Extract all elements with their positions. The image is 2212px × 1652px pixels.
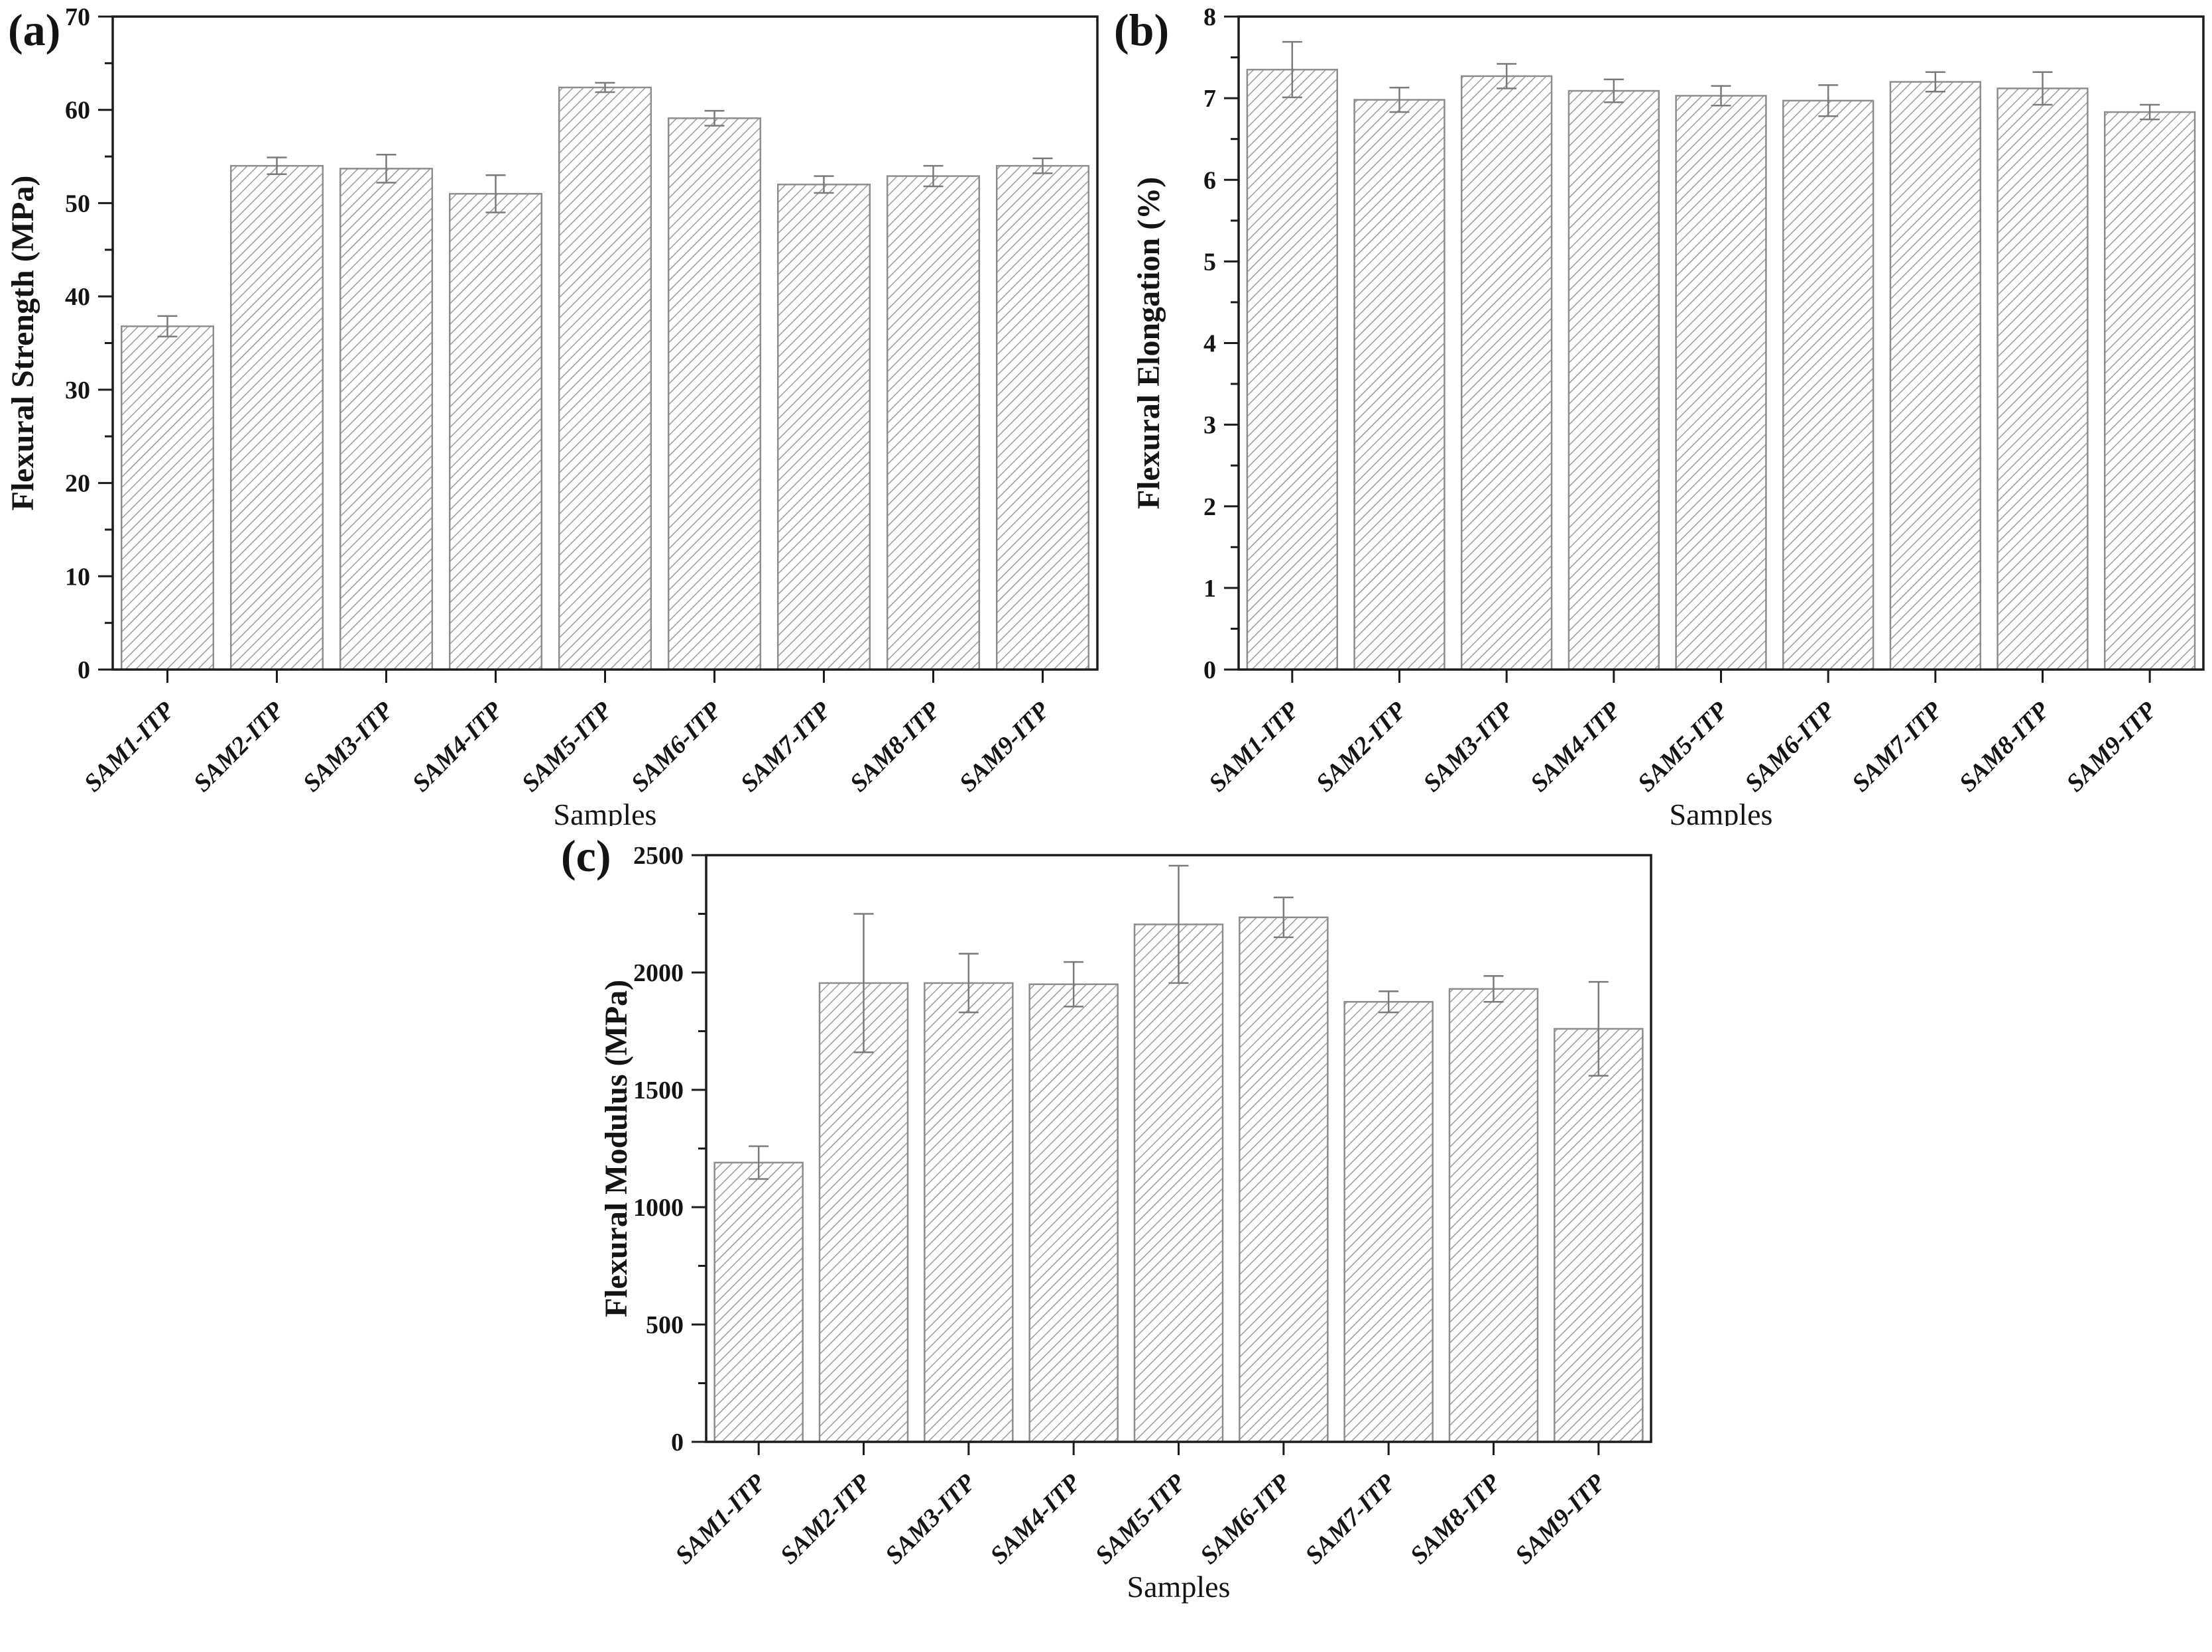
panel-a-label: (a): [8, 5, 61, 55]
svg-text:SAM4-ITP: SAM4-ITP: [985, 1468, 1086, 1570]
svg-text:SAM3-ITP: SAM3-ITP: [298, 696, 399, 797]
svg-text:Samples: Samples: [1670, 797, 1773, 826]
svg-text:SAM6-ITP: SAM6-ITP: [1739, 696, 1841, 797]
svg-text:SAM4-ITP: SAM4-ITP: [1525, 696, 1627, 797]
svg-text:SAM3-ITP: SAM3-ITP: [880, 1468, 981, 1570]
svg-text:2000: 2000: [633, 959, 684, 987]
svg-text:1000: 1000: [633, 1194, 684, 1222]
svg-text:Flexural Elongation (%): Flexural Elongation (%): [1131, 177, 1166, 509]
svg-text:60: 60: [65, 97, 90, 125]
panel-a-chart: SAM1-ITP SAM2-ITP SAM3-ITP SAM4-ITP SAM5-ITP…: [5, 3, 1099, 826]
svg-text:1: 1: [1203, 575, 1216, 603]
svg-text:0: 0: [1203, 656, 1216, 684]
panel-c-label: (c): [561, 831, 611, 881]
svg-text:SAM2-ITP: SAM2-ITP: [1311, 696, 1412, 797]
panel-c: SAM1-ITP SAM2-ITP SAM3-ITP SAM4-ITP SAM5-ITP…: [553, 826, 1659, 1652]
panel-b: SAM1-ITP SAM2-ITP SAM3-ITP SAM4-ITP SAM5-ITP…: [1106, 0, 2212, 826]
svg-text:Samples: Samples: [554, 797, 657, 826]
svg-text:SAM6-ITP: SAM6-ITP: [1195, 1468, 1296, 1570]
svg-text:2500: 2500: [633, 842, 684, 870]
svg-text:SAM7-ITP: SAM7-ITP: [1847, 696, 1948, 797]
panel-a: SAM1-ITP SAM2-ITP SAM3-ITP SAM4-ITP SAM5-ITP…: [0, 0, 1106, 826]
svg-text:SAM5-ITP: SAM5-ITP: [1090, 1468, 1192, 1570]
svg-text:4: 4: [1203, 330, 1216, 358]
svg-text:7: 7: [1203, 85, 1216, 113]
svg-text:2: 2: [1203, 493, 1216, 521]
svg-text:0: 0: [78, 656, 90, 684]
svg-text:Flexural Strength (MPa): Flexural Strength (MPa): [5, 176, 40, 511]
svg-text:8: 8: [1203, 3, 1216, 31]
svg-text:3: 3: [1203, 412, 1216, 440]
svg-text:SAM8-ITP: SAM8-ITP: [1954, 696, 2056, 797]
svg-text:1500: 1500: [633, 1077, 684, 1104]
svg-text:SAM5-ITP: SAM5-ITP: [1632, 696, 1734, 797]
svg-text:SAM8-ITP: SAM8-ITP: [845, 696, 946, 797]
svg-text:SAM7-ITP: SAM7-ITP: [735, 696, 837, 797]
svg-text:Flexural Modulus (MPa): Flexural Modulus (MPa): [599, 980, 634, 1317]
panel-b-chart: SAM1-ITP SAM2-ITP SAM3-ITP SAM4-ITP SAM5-ITP…: [1131, 3, 2205, 826]
svg-text:SAM2-ITP: SAM2-ITP: [188, 696, 290, 797]
svg-text:SAM4-ITP: SAM4-ITP: [407, 696, 509, 797]
panel-b-label: (b): [1114, 5, 1170, 55]
svg-text:SAM6-ITP: SAM6-ITP: [626, 696, 727, 797]
svg-text:70: 70: [65, 3, 90, 31]
svg-text:SAM8-ITP: SAM8-ITP: [1405, 1468, 1506, 1570]
panel-c-chart: SAM1-ITP SAM2-ITP SAM3-ITP SAM4-ITP SAM5-ITP…: [599, 842, 1652, 1604]
svg-text:0: 0: [671, 1429, 684, 1456]
svg-text:50: 50: [65, 190, 90, 217]
svg-text:SAM9-ITP: SAM9-ITP: [1510, 1468, 1611, 1570]
svg-text:SAM1-ITP: SAM1-ITP: [1203, 696, 1305, 797]
svg-text:20: 20: [65, 470, 90, 498]
svg-text:SAM9-ITP: SAM9-ITP: [954, 696, 1056, 797]
svg-text:5: 5: [1203, 248, 1216, 276]
svg-text:SAM9-ITP: SAM9-ITP: [2061, 696, 2162, 797]
svg-text:SAM1-ITP: SAM1-ITP: [670, 1468, 771, 1570]
svg-text:30: 30: [65, 377, 90, 404]
svg-text:Samples: Samples: [1127, 1570, 1231, 1604]
svg-text:6: 6: [1203, 166, 1216, 194]
svg-text:40: 40: [65, 283, 90, 311]
svg-text:SAM3-ITP: SAM3-ITP: [1418, 696, 1519, 797]
svg-text:SAM1-ITP: SAM1-ITP: [79, 696, 180, 797]
svg-text:500: 500: [646, 1311, 684, 1339]
svg-text:SAM2-ITP: SAM2-ITP: [775, 1468, 877, 1570]
svg-text:SAM5-ITP: SAM5-ITP: [517, 696, 618, 797]
svg-text:10: 10: [65, 563, 90, 591]
svg-text:SAM7-ITP: SAM7-ITP: [1300, 1468, 1401, 1570]
